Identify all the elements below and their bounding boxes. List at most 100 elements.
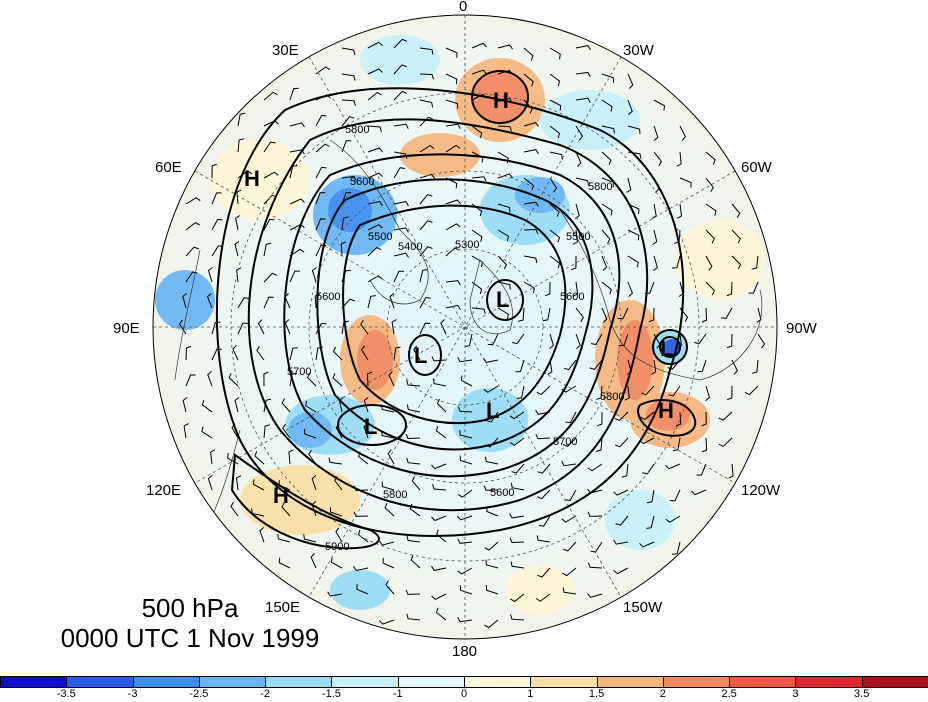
wind-barb <box>367 68 383 75</box>
longitude-label: 120E <box>146 482 181 499</box>
wind-barb <box>731 255 742 270</box>
wind-barb <box>601 99 613 112</box>
wind-barb <box>445 280 461 286</box>
wind-barb <box>284 319 291 335</box>
wind-barb <box>537 567 551 578</box>
wind-barb <box>575 307 585 323</box>
wind-barb <box>668 385 681 397</box>
wind-barb <box>335 527 343 543</box>
wind-barb <box>561 461 577 467</box>
wind-barb <box>549 177 558 193</box>
contour-label: 5600 <box>560 291 584 303</box>
wind-barb <box>538 515 551 527</box>
wind-barb <box>648 307 655 323</box>
wind-barb <box>459 585 473 595</box>
wind-barb <box>640 411 655 421</box>
wind-barb <box>211 218 223 231</box>
wind-barb <box>572 229 578 245</box>
wind-barb <box>497 281 511 290</box>
wind-barb <box>406 380 421 387</box>
wind-barb <box>613 567 629 575</box>
wind-barb <box>236 189 242 205</box>
wind-barb <box>357 529 369 543</box>
wind-barb <box>431 593 447 601</box>
contour-label: 5500 <box>368 231 392 243</box>
wind-barb <box>183 423 189 439</box>
wind-barb <box>751 359 759 374</box>
wind-barb <box>263 371 269 387</box>
height-contours <box>215 70 697 550</box>
wind-barb <box>237 138 245 153</box>
wind-barb <box>726 333 733 349</box>
wind-barb <box>367 147 383 153</box>
wind-barb <box>549 73 561 87</box>
wind-barb <box>589 359 603 370</box>
wind-barb <box>235 215 241 231</box>
wind-barb <box>393 252 409 258</box>
wind-barb <box>360 345 369 361</box>
wind-barb <box>613 539 629 545</box>
wind-barb <box>601 281 612 295</box>
wind-barb <box>691 489 707 496</box>
wind-barb <box>315 192 326 205</box>
colorbar-box <box>331 676 399 688</box>
wind-barb <box>263 218 275 231</box>
wind-barb <box>289 270 300 283</box>
wind-barb <box>393 90 408 101</box>
wind-barb <box>363 423 369 439</box>
wind-barb <box>511 463 525 474</box>
wind-barb <box>627 125 641 135</box>
wind-barb <box>549 333 554 349</box>
wind-barb <box>281 398 291 413</box>
wind-barb <box>565 411 577 424</box>
wind-barb <box>601 125 615 134</box>
wind-barb <box>330 557 343 569</box>
wind-barb <box>497 125 512 132</box>
wind-barb <box>705 255 713 271</box>
wind-barb <box>575 151 582 167</box>
wind-barb <box>471 229 483 242</box>
colorbar-tick-label: -3 <box>127 688 138 700</box>
wind-barb <box>367 200 383 206</box>
wind-barb <box>185 374 196 387</box>
wind-barb <box>615 437 629 448</box>
wind-barb <box>445 247 460 257</box>
wind-barb <box>549 47 561 60</box>
wind-barb <box>509 513 525 519</box>
wind-barb <box>457 567 473 575</box>
wind-barb <box>458 406 473 413</box>
contour-label: 5600 <box>350 176 374 188</box>
wind-barb <box>523 201 539 207</box>
wind-barb <box>484 456 499 465</box>
wind-barb <box>207 267 213 283</box>
wind-barb <box>471 125 483 139</box>
wind-barb <box>471 69 487 75</box>
wind-barb <box>587 593 603 598</box>
high-pressure-label: H <box>244 166 260 191</box>
wind-barb <box>367 224 383 231</box>
wind-barb <box>497 44 513 50</box>
wind-barb <box>367 91 382 101</box>
wind-barb <box>387 449 395 465</box>
wind-barb <box>445 223 461 231</box>
wind-barb <box>289 122 305 128</box>
wind-barb <box>393 123 409 129</box>
wind-barb <box>445 123 461 129</box>
wind-barb <box>315 66 331 75</box>
wind-barb <box>211 348 222 361</box>
wind-barb <box>263 272 278 283</box>
map-boundary <box>152 14 778 640</box>
wind-barb <box>751 255 759 270</box>
low-pressure-label: L <box>364 414 377 439</box>
wind-barb <box>705 203 717 216</box>
wind-barb <box>516 385 525 400</box>
wind-barb <box>701 437 708 453</box>
wind-barb <box>419 116 434 127</box>
wind-barb <box>561 515 577 523</box>
wind-barb <box>341 298 355 309</box>
wind-barb <box>445 199 461 205</box>
wind-barb <box>652 229 658 245</box>
wind-barb <box>405 433 421 440</box>
map-title-time: 0000 UTC 1 Nov 1999 <box>60 623 320 653</box>
wind-barb <box>653 99 666 111</box>
